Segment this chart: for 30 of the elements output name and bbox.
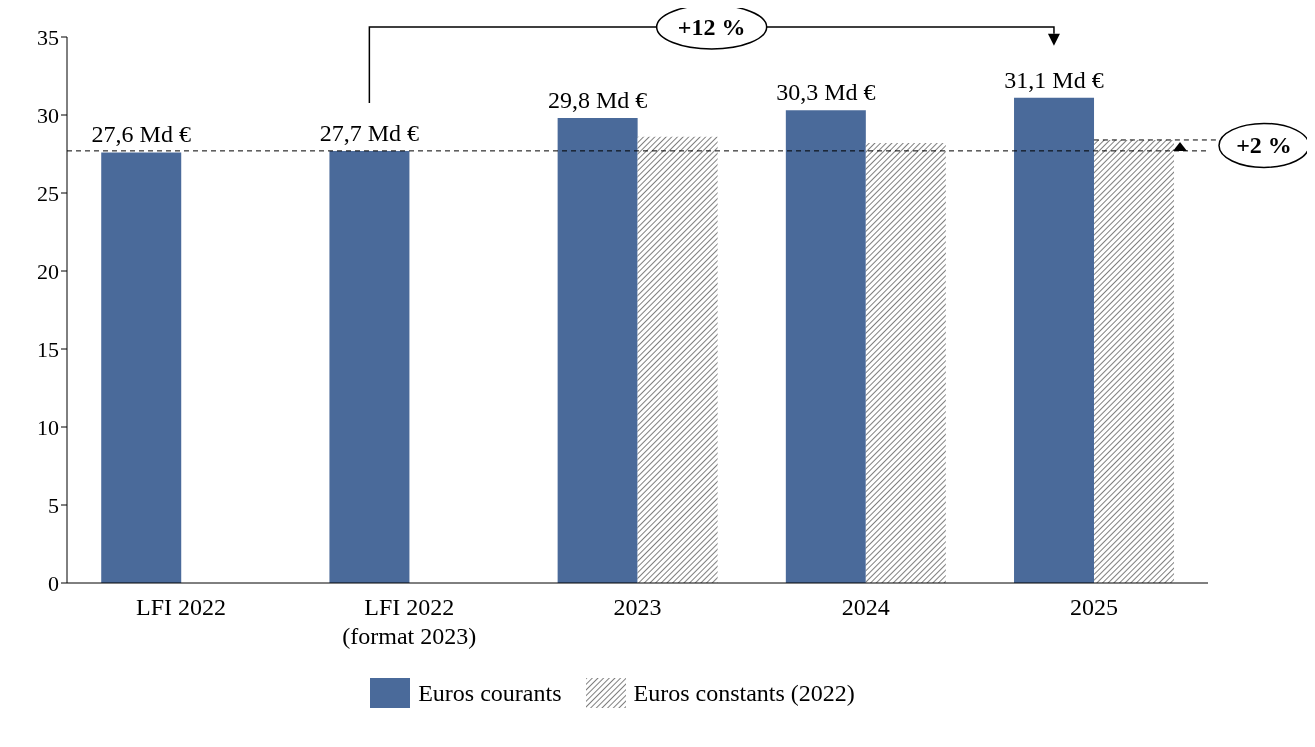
x-tick-label: LFI 2022 (format 2023) — [342, 594, 477, 649]
bar — [785, 110, 866, 583]
bar — [329, 150, 410, 583]
annotation: +12 % — [677, 14, 746, 40]
y-tick-label: 25 — [37, 180, 59, 206]
x-tick-label: 2025 — [1069, 594, 1118, 620]
bar — [637, 136, 718, 583]
data-label: 27,7 Md € — [319, 119, 420, 146]
data-label: 31,1 Md € — [1004, 66, 1104, 93]
data-label: 29,8 Md € — [547, 87, 648, 114]
bar — [1014, 97, 1095, 583]
x-tick-label: 2023 — [613, 594, 662, 620]
bar — [1094, 139, 1175, 583]
y-tick-label: 0 — [48, 570, 59, 596]
bar — [101, 152, 182, 583]
y-tick-label: 5 — [48, 492, 59, 518]
legend-label: Euros constants (2022) — [633, 679, 855, 707]
annotation: +2 % — [1236, 132, 1292, 159]
data-label: 30,3 Md € — [776, 79, 876, 106]
y-tick-label: 15 — [37, 336, 59, 362]
data-label: 27,6 Md € — [91, 121, 191, 148]
y-tick-label: 20 — [37, 258, 59, 284]
bar — [865, 143, 946, 583]
y-tick-label: 35 — [37, 24, 59, 50]
bar — [557, 118, 638, 583]
y-tick-label: 30 — [37, 102, 59, 128]
x-tick-label: 2024 — [841, 594, 890, 620]
legend-label: Euros courants — [418, 679, 562, 707]
y-tick-label: 10 — [37, 414, 59, 440]
x-tick-label: LFI 2022 — [136, 594, 227, 620]
